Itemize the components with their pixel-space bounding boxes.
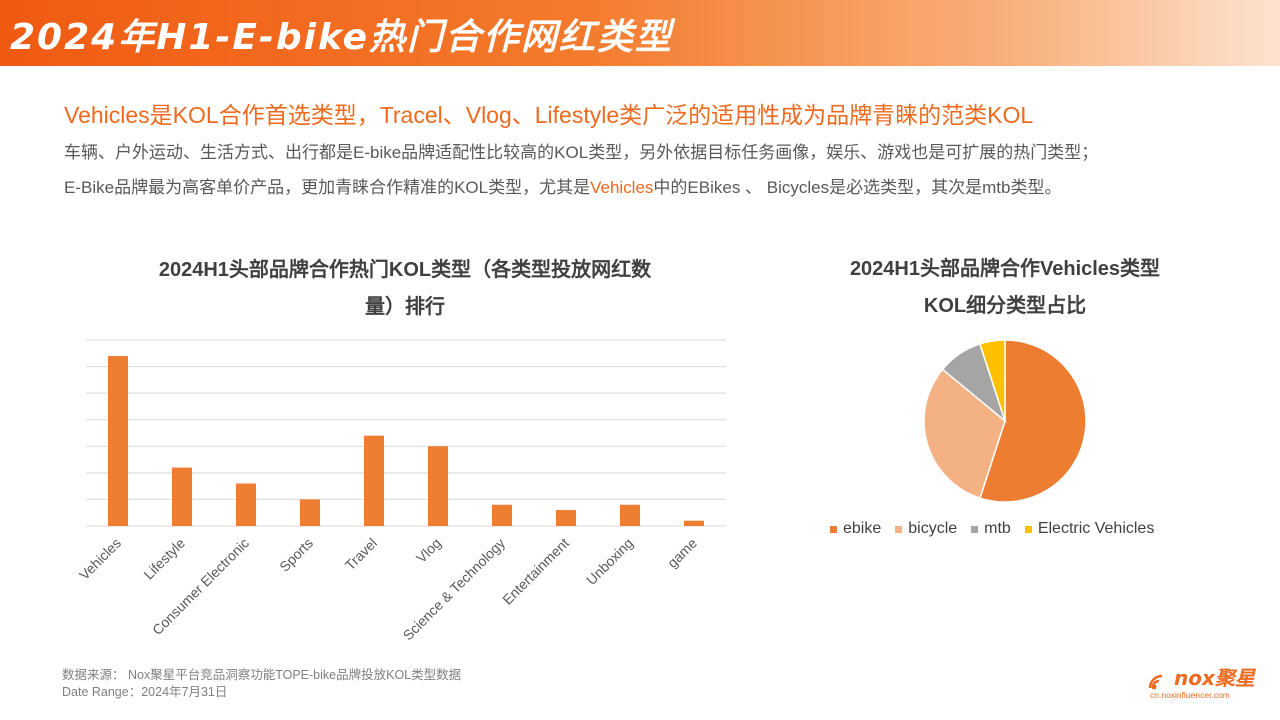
logo-url: cn.noxinfluencer.com <box>1150 690 1230 700</box>
pie-chart-title-line-1: 2024H1头部品牌合作Vehicles类型 <box>849 258 1161 280</box>
nox-logo: nox聚星 cn.noxinfluencer.com <box>1146 662 1255 706</box>
date-range-note: Date Range：2024年7月31日 <box>62 685 228 699</box>
bar-vehicles <box>108 355 128 526</box>
legend-item-bicycle: bicycle <box>895 520 957 538</box>
x-tick-label: Travel <box>342 535 380 573</box>
pie-chart <box>923 339 1087 503</box>
bar-travel <box>364 435 384 526</box>
bar-lifestyle <box>172 467 192 526</box>
pie-chart-title: 2024H1头部品牌合作Vehicles类型 KOL细分类型占比 <box>800 251 1210 325</box>
x-tick-label: game <box>664 535 700 571</box>
header-banner: 2024年H1-E-bike热门合作网红类型 <box>0 0 1280 66</box>
bar-consumer-electronic <box>236 483 256 526</box>
bar-science-technology <box>492 504 512 526</box>
legend-swatch-bicycle <box>895 525 903 533</box>
body-line-2-highlight: Vehicles <box>590 178 654 197</box>
x-tick-label: Sports <box>276 535 316 575</box>
legend-label-electric-vehicles: Electric Vehicles <box>1037 520 1155 537</box>
x-tick-label: Lifestyle <box>140 535 188 583</box>
headline: Vehicles是KOL合作首选类型，Tracel、Vlog、Lifestyle… <box>64 102 1034 128</box>
logo-text: nox聚星 <box>1174 666 1255 690</box>
bar-unboxing <box>620 504 640 526</box>
legend-label-ebike: ebike <box>843 520 882 537</box>
page-title: 2024年H1-E-bike热门合作网红类型 <box>10 17 674 58</box>
signal-icon <box>1148 674 1163 690</box>
x-tick-label: Unboxing <box>583 535 636 588</box>
bar-chart-title-line-2: 量）排行 <box>365 296 445 318</box>
body-line-2: E-Bike品牌最为高客单价产品，更加青睐合作精准的KOL类型，尤其是Vehic… <box>64 173 1061 198</box>
pie-chart-title-line-2: KOL细分类型占比 <box>923 295 1087 317</box>
legend-swatch-ebike <box>830 525 837 533</box>
bar-game <box>684 520 704 526</box>
bar-sports <box>300 499 320 526</box>
bar-vlog <box>428 446 448 526</box>
legend-item-electric-vehicles: Electric Vehicles <box>1024 520 1155 538</box>
data-source-note: 数据来源： Nox聚星平台竞品洞察功能TOPE-bike品牌投放KOL类型数据 <box>62 668 462 682</box>
bar-entertainment <box>556 510 576 526</box>
body-line-1: 车辆、户外运动、生活方式、出行都是E-bike品牌适配性比较高的KOL类型，另外… <box>64 143 1099 162</box>
x-tick-label: Vehicles <box>76 535 124 583</box>
legend-item-mtb: mtb <box>971 520 1011 538</box>
legend-label-bicycle: bicycle <box>908 520 958 537</box>
pie-legend: ebike bicycle mtb Electric Vehicles <box>830 520 1154 538</box>
pie-slice-ebike <box>979 339 1087 503</box>
legend-label-mtb: mtb <box>984 520 1011 537</box>
bar-chart-title: 2024H1头部品牌合作热门KOL类型（各类型投放网红数 量）排行 <box>100 252 710 326</box>
body-line-2-tail: 中的EBikes 、 Bicycles是必选类型，其次是mtb类型。 <box>653 178 1062 197</box>
x-tick-label: Entertainment <box>499 535 572 608</box>
legend-swatch-mtb <box>971 525 979 533</box>
legend-swatch-electric-vehicles <box>1024 525 1032 533</box>
bar-chart-title-line-1: 2024H1头部品牌合作热门KOL类型（各类型投放网红数 <box>158 259 652 281</box>
legend-item-ebike: ebike <box>830 520 881 538</box>
pie-slice-bicycle <box>923 368 1006 499</box>
body-line-2-text: E-Bike品牌最为高客单价产品，更加青睐合作精准的KOL类型，尤其是 <box>64 178 591 197</box>
x-tick-label: Vlog <box>413 535 444 566</box>
pie-slice-electric-vehicles <box>979 339 1006 422</box>
